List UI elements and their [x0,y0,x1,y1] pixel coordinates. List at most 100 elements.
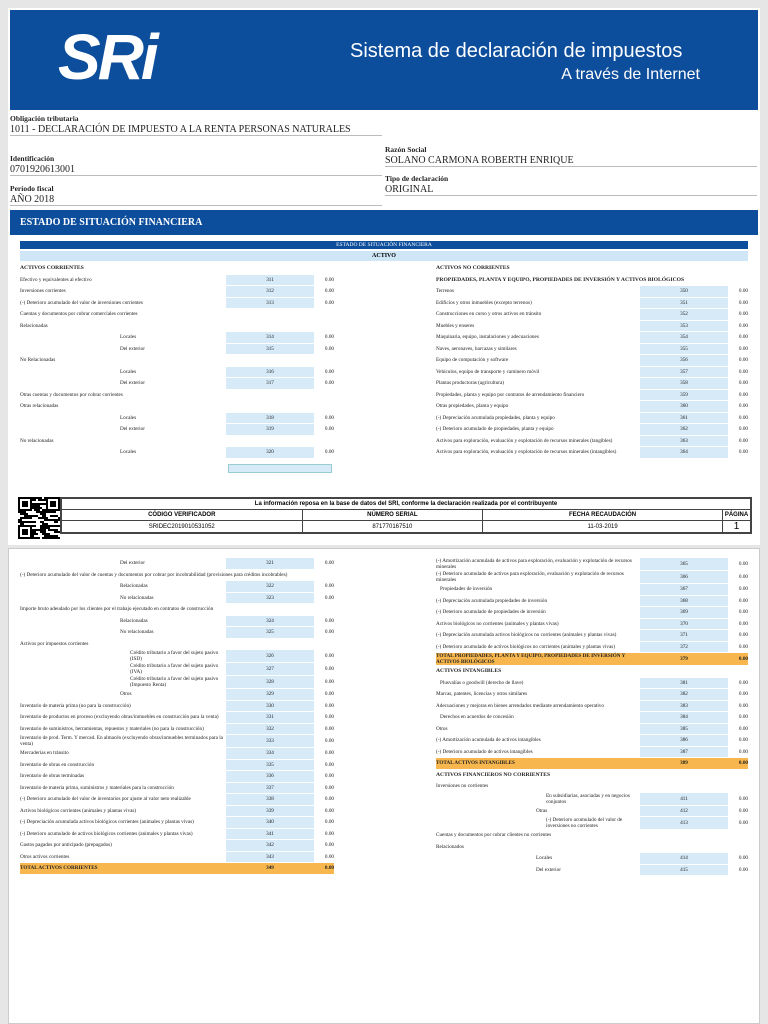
row-value: 0.00 [738,574,748,580]
row-value: 0.00 [738,643,748,650]
row-code: 354 [640,332,728,343]
row-label: Edificios y otros inmuebles (excepto ter… [436,299,532,306]
qr-module [24,497,26,499]
qr-module [58,507,60,509]
qr-module [50,505,52,507]
qr-module [32,499,34,501]
row-value: 0.00 [324,773,334,780]
row-value: 0.00 [738,760,748,767]
row-label: (-) Depreciación acumulada propiedades, … [436,414,555,421]
row-value: 0.00 [738,855,748,862]
qr-module [26,517,28,519]
qr-module [30,509,32,511]
row: Inversiones no corrientes [436,781,748,792]
row-value: 0.00 [738,679,748,686]
qr-module [48,529,50,531]
row: Construcciones en curso y otros activos … [436,309,748,320]
qr-module [54,529,56,531]
row-value: 0.00 [738,597,748,604]
row-label: (-) Amortización acumulada de activos in… [436,737,541,744]
qr-module [44,517,46,519]
row-label: No relacionadas [20,437,54,444]
row-value: 0.00 [738,403,748,410]
row: Inventario de obras en construcción 335 0.… [20,759,334,770]
qr-module [42,529,44,531]
qr-module [20,523,22,525]
row-label: (-) Deterioro acumulado de activos para … [436,571,624,583]
row: Otros 329 0.00 [20,689,334,700]
row-label: (-) Deterioro acumulado de activos bioló… [20,830,193,837]
row-value: 0.00 [738,820,748,826]
qr-module [22,505,24,507]
row-label: Locales [120,449,137,456]
row: TOTAL ACTIVOS CORRIENTES 349 0.00 [20,863,334,874]
qr-module [22,513,24,515]
qr-module [20,513,22,515]
row: (-) Deterioro acumulado del valor de inv… [20,297,334,308]
row: Inversiones corrientes 312 0.00 [20,286,334,297]
row-label: Del exterior [120,345,145,352]
row-code: 336 [226,771,314,782]
qr-module [44,513,46,515]
row-label: TOTAL PROPIEDADES, PLANTA Y EQUIPO, PROP… [436,653,626,665]
qr-module [54,503,56,505]
qr-module [26,521,28,523]
row-label: (-) Depreciación acumulada activos bioló… [20,819,194,826]
row-code: 352 [640,309,728,320]
row-label: Adecuaciones y mejoras en bienes arrenda… [436,702,604,709]
row-label: Otras [536,807,548,814]
qr-module [30,535,32,537]
row-value: 0.00 [738,620,748,627]
qr-module [30,517,32,519]
qr-module [58,525,60,527]
row: Otras 412 0.00 [436,805,748,816]
row-value: 0.00 [324,761,334,768]
row-label: ACTIVOS FINANCIEROS NO CORRIENTES [436,771,551,778]
qr-module [50,519,52,521]
row-label: No Relacionadas [20,357,56,364]
qr-module [38,503,40,505]
qr-module [44,523,46,525]
qr-module [58,517,60,519]
header-title: Sistema de declaración de impuestos [350,40,683,62]
row-label: Muebles y enseres [436,322,475,329]
row-code: 325 [226,627,314,638]
row: Cuentas y documentos por cobrar comercia… [20,309,334,320]
qr-module [18,525,20,527]
qr-module [40,521,42,523]
qr-module [28,537,30,539]
qr-module [36,509,38,511]
field-label: Período fiscal [10,184,54,193]
qr-module [26,533,28,535]
qr-module [18,527,20,529]
qr-module [18,499,20,501]
qr-module [40,529,42,531]
qr-module [48,509,50,511]
qr-module [20,521,22,523]
row-code: 412 [640,805,728,816]
qr-module [44,531,46,533]
qr-module [20,517,22,519]
field-label: Obligación tributaria [10,114,79,123]
qr-module [54,505,56,507]
row: En subsidiarias, asociadas y en negocios… [436,792,748,805]
row-code: 333 [226,735,314,747]
row: (-) Depreciación acumulada activos bioló… [436,630,748,641]
qr-module [38,537,40,539]
row: Relacionadas 324 0.00 [20,615,334,626]
row-code: 389 [640,758,728,769]
qr-module [52,515,54,517]
qr-module [44,511,46,513]
qr-module [40,499,42,501]
qr-module [32,529,34,531]
row: Marcas, patentes, licencias y otros simi… [436,689,748,700]
row-label: PROPIEDADES, PLANTA Y EQUIPO, PROPIEDADE… [436,276,685,283]
row-label: Inventario de prod. Term. Y mercad. En a… [20,735,223,747]
row-code: 319 [226,424,314,435]
qr-module [36,503,38,505]
qr-module [56,515,58,517]
row-label: Crédito tributario a favor del sujeto pa… [130,663,219,675]
row-value: 0.00 [324,853,334,860]
qr-module [34,525,36,527]
row-code: 342 [226,840,314,851]
